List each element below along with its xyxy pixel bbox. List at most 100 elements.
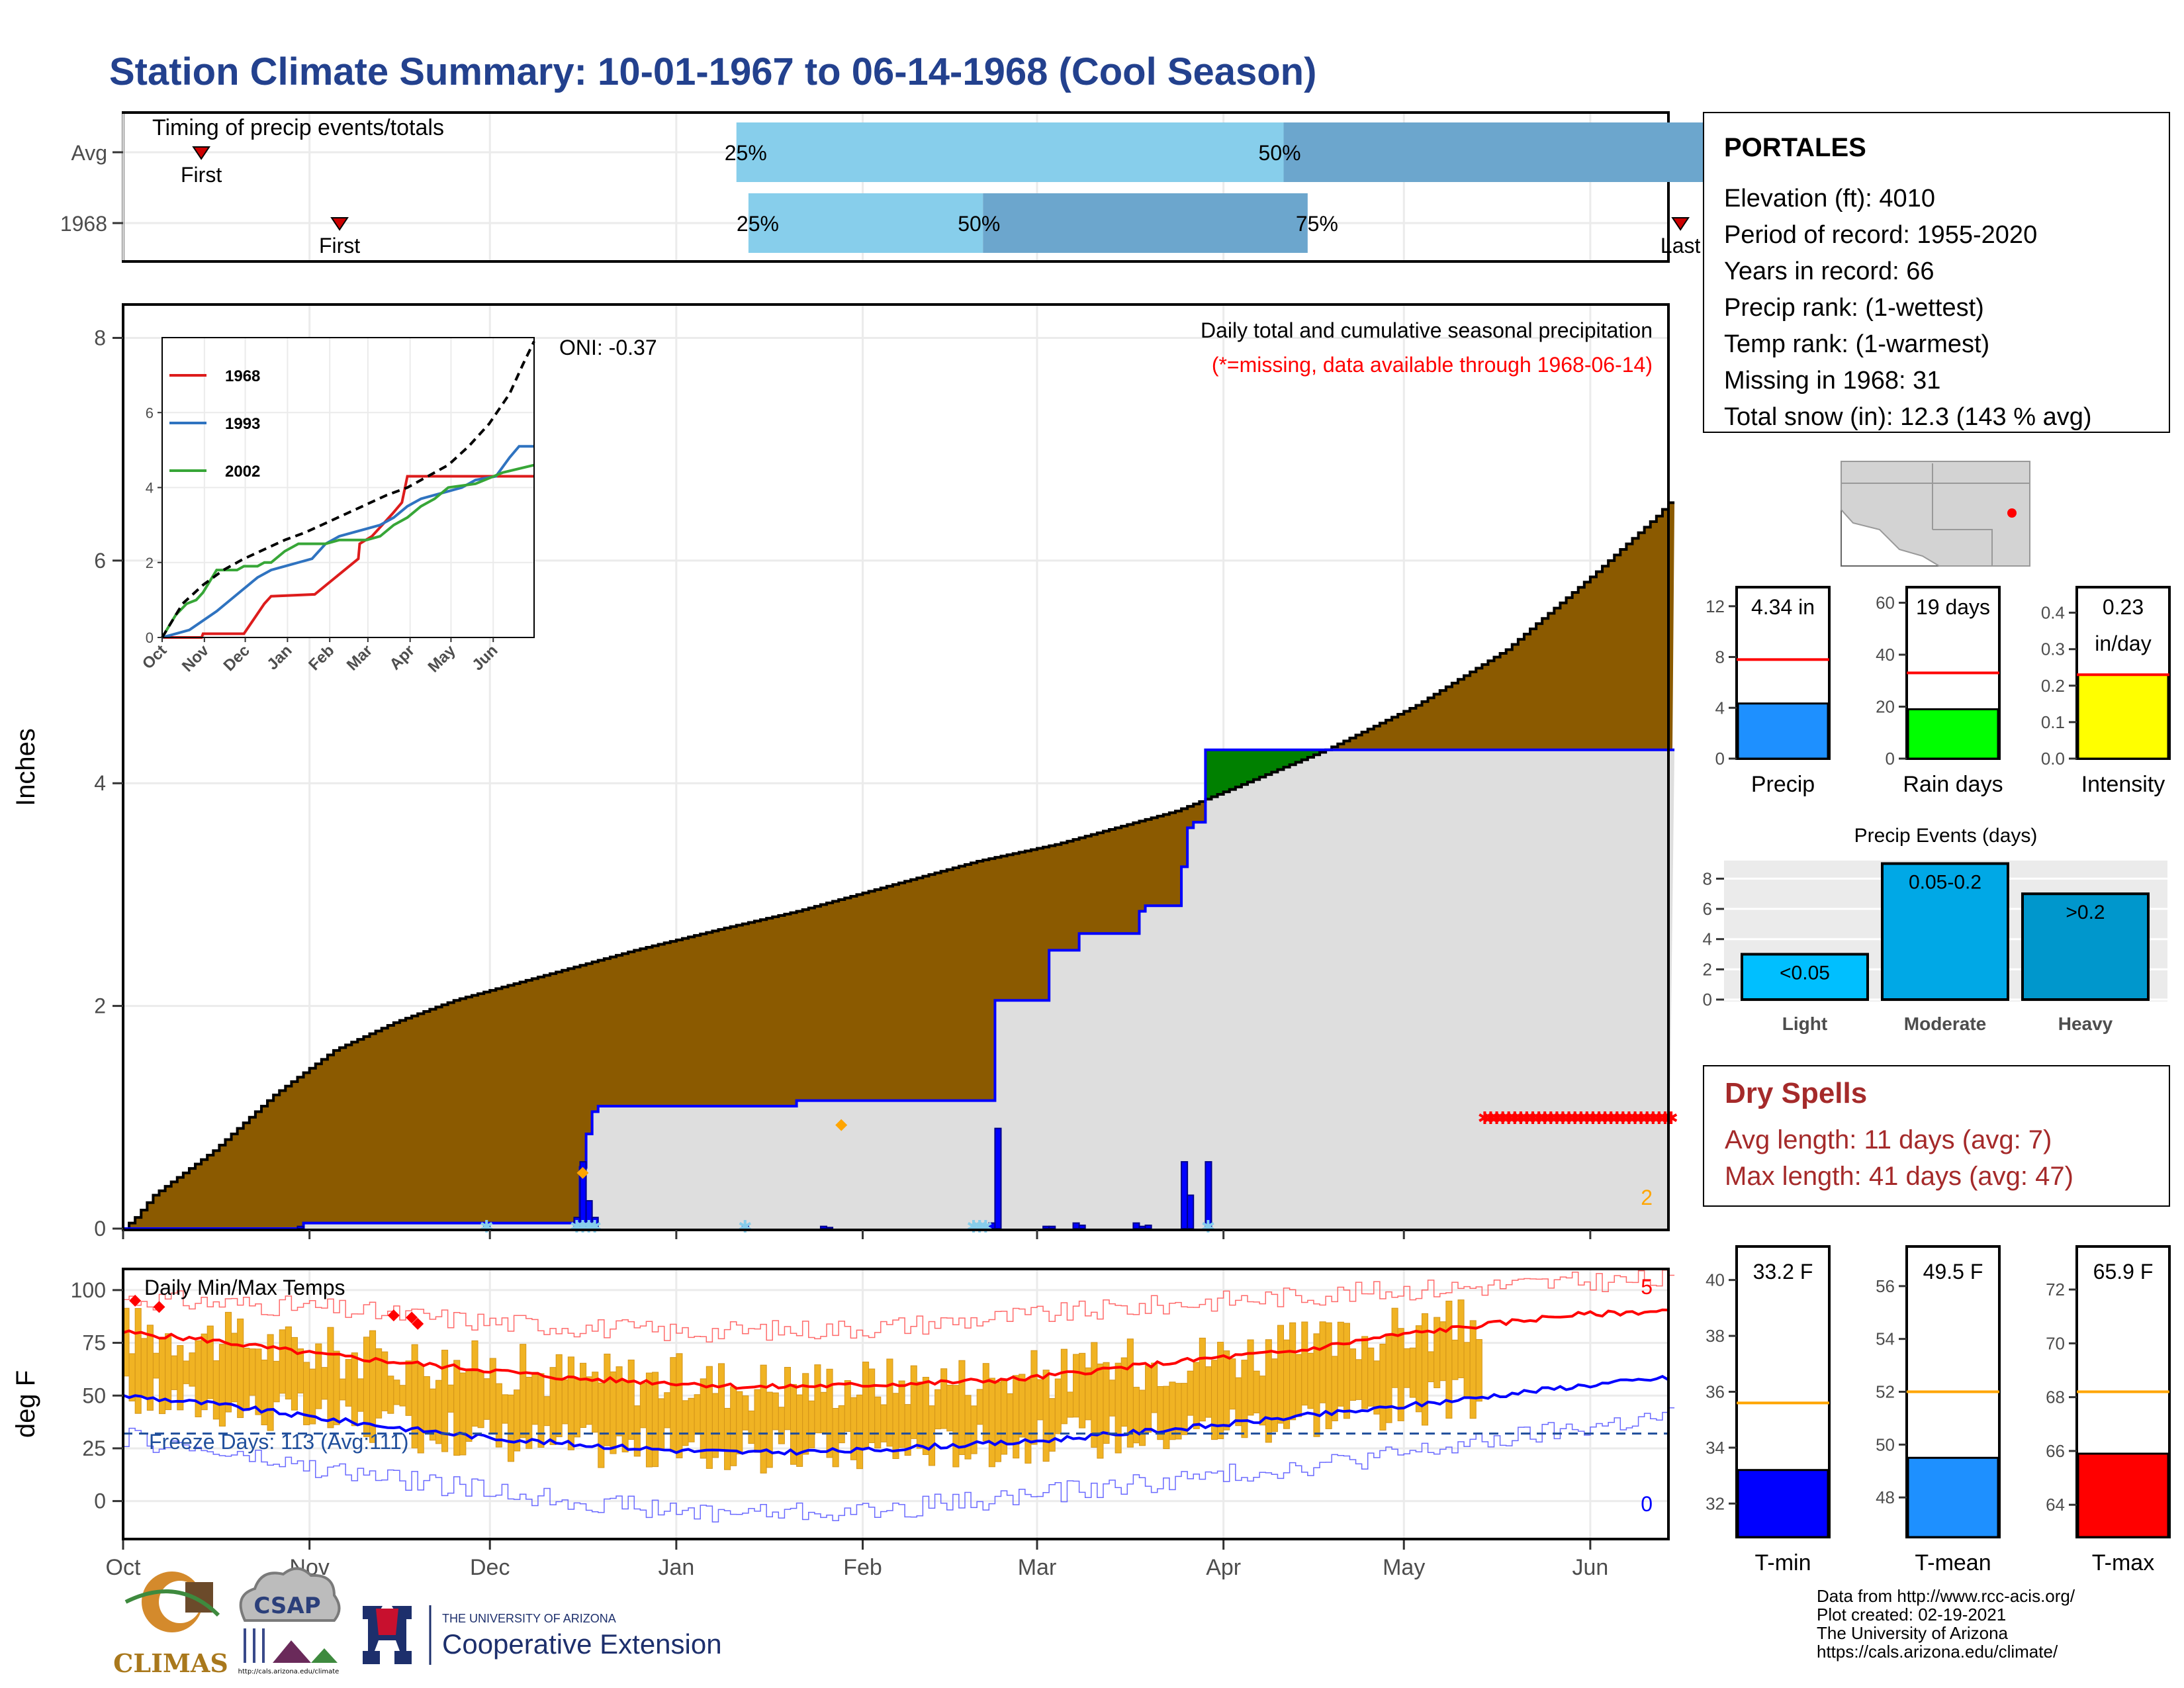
daily-temp-bar [465,1369,473,1442]
daily-temp-bar [772,1392,779,1430]
events-ytick-label: 2 [1703,959,1712,979]
record-high-point [406,1311,418,1324]
daily-temp-bar [844,1380,851,1432]
missing-day-marker: ✱ [1664,1109,1678,1129]
inset-plot-area [161,340,535,639]
daily-temp-bar [1042,1370,1050,1462]
precip-summary-value-label: 4.34 in [1751,595,1815,619]
daily-temp-bar [333,1350,340,1425]
precip-events-title: Precip Events (days) [1854,825,2038,847]
daily-temp-bar [688,1397,695,1442]
snow-day-marker: ✱ [978,1217,993,1237]
daily-temp-bar [531,1372,539,1425]
daily-temp-bar [862,1361,870,1448]
daily-precip-bar [1132,1222,1140,1229]
precip-chart-subtitle: (*=missing, data available through 1968-… [1212,353,1653,377]
missing-day-marker: ✱ [1646,1109,1661,1129]
daily-temp-bar [1391,1307,1398,1388]
precip-summary-xlabel: Intensity [2081,772,2165,797]
missing-day-marker: ✱ [1598,1109,1612,1129]
daily-temp-bar [1271,1358,1278,1432]
missing-day-marker: ✱ [1604,1109,1618,1129]
daily-temp-bar [604,1353,611,1446]
inset-series-line [161,340,535,639]
missing-day-marker: ✱ [1586,1109,1600,1129]
daily-temp-bar [922,1377,929,1455]
page-title: Station Climate Summary: 10-01-1967 to 0… [109,50,1316,93]
footer-credit-line: Data from http://www.rcc-acis.org/ [1817,1586,2075,1606]
temp-summary-tick-label: 68 [2046,1387,2065,1407]
missing-day-marker: ✱ [1520,1109,1534,1129]
precip-summary-tick-label: 20 [1876,697,1895,717]
daily-temp-bar [1349,1348,1357,1401]
precip-chart-title: Daily total and cumulative seasonal prec… [1201,318,1653,342]
daily-temp-bar [664,1392,671,1429]
month-x-axis: Oct Nov Dec Jan Feb Mar Apr May Jun [106,1540,1608,1580]
precip-y-label: Inches [11,728,40,806]
first-event-label: First [181,163,222,187]
daily-temp-bar [627,1359,635,1440]
daily-temp-bar [766,1391,773,1468]
daily-temp-bar [928,1405,936,1466]
timing-q50-q75-bar [1283,122,1723,182]
daily-temp-bar [1355,1359,1363,1400]
daily-temp-bar [561,1379,569,1425]
missing-day-marker: ✱ [1496,1109,1510,1129]
daily-temp-bar [1024,1378,1032,1464]
freeze-days-label: Freeze Days: 113 (Avg:111) [149,1430,408,1454]
temp-summary-value-label: 65.9 F [2093,1260,2154,1284]
daily-temp-bar [1199,1337,1206,1422]
daily-temp-bar [940,1368,948,1429]
daily-temp-bar [645,1372,653,1468]
precip-summary-tick-label: 0.3 [2041,639,2065,659]
dry-spells-max: Max length: 41 days (avg: 47) [1725,1162,2073,1191]
temps-ytick-label: 100 [71,1278,106,1302]
daily-temp-bar [291,1336,298,1411]
snow-day-marker: ✱ [576,1217,590,1237]
daily-temp-bar [1193,1362,1200,1429]
inset-legend: 1968 1993 2002 [169,367,260,481]
daily-temp-bar [910,1365,917,1439]
snow-day-marker: ✱ [588,1217,602,1237]
daily-temp-bar [399,1385,406,1407]
daily-temp-bar [1367,1347,1375,1407]
daily-precip-bar [994,1127,1002,1229]
temp-summary-tick-label: 56 [1876,1276,1895,1296]
missing-day-marker: ✱ [1592,1109,1606,1129]
daily-temp-bar [610,1371,617,1454]
timing-row-label: 1968 [60,212,107,236]
daily-temp-bar [423,1376,430,1434]
record-high-point [129,1294,142,1307]
dry-spells-title: Dry Spells [1725,1077,1867,1109]
daily-temp-bar [140,1338,148,1398]
avg-min-line [122,1374,1670,1456]
daily-temp-bar [543,1396,551,1427]
missing-day-marker: ✱ [1610,1109,1624,1129]
last-event-label: Last [1661,234,1701,258]
daily-temp-bar [1385,1335,1392,1423]
daily-temp-bar [387,1376,394,1414]
temp-summary-value-label: 49.5 F [1923,1260,1983,1284]
daily-temp-bar [501,1394,508,1424]
temp-summary-tick-label: 40 [1706,1270,1725,1290]
daily-temp-bar [652,1372,659,1468]
precip-event-category: Light [1782,1013,1827,1034]
daily-temp-bar [633,1405,641,1457]
daily-precip-bar [1042,1225,1050,1229]
station-name: PORTALES [1724,133,1866,162]
missing-day-marker: ✱ [1556,1109,1570,1129]
daily-temp-bar [754,1389,761,1453]
daily-temp-bar [1013,1375,1020,1459]
daily-temp-bar [411,1344,418,1448]
daily-precip-bar [1144,1224,1152,1230]
record-high-point [412,1317,424,1330]
precip-event-bar-label: 0.05-0.2 [1909,872,1981,894]
precip-ytick-label: 4 [94,771,106,795]
snow-day-marker: ✱ [582,1217,596,1237]
timing-p75-label: 75% [1296,212,1338,236]
daily-temp-bar [1337,1321,1344,1407]
temp-summary-xlabel: T-mean [1915,1550,1991,1575]
month-tick-label: Jun [1572,1555,1608,1580]
record-low-line [123,1407,1675,1523]
